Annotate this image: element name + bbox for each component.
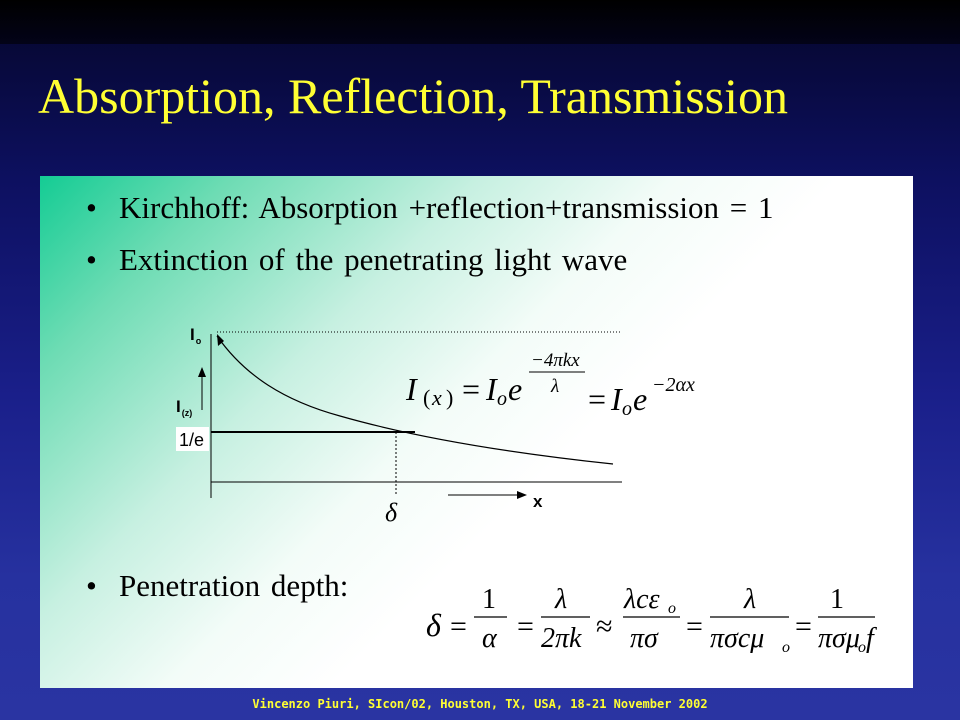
- svg-text:1: 1: [482, 584, 496, 615]
- svg-text:πσμ: πσμ: [818, 623, 860, 654]
- i0-label: Io: [190, 325, 202, 346]
- penetration-depth-formula: δ = 1 α = λ 2πk ≈ λcε o πσ = λ πσcμ o = …: [426, 584, 877, 656]
- slide-title: Absorption, Reflection, Transmission: [38, 68, 789, 124]
- svg-text:o: o: [668, 600, 676, 617]
- slide-footer: Vincenzo Piuri, SIcon/02, Houston, TX, U…: [252, 697, 708, 711]
- extinction-figure: Io I(z) 1/e x δ I ( x ) = I o e −4πkx λ …: [176, 325, 877, 656]
- svg-text:λ: λ: [743, 584, 756, 615]
- svg-text:δ: δ: [426, 607, 442, 643]
- svg-text:I: I: [405, 371, 418, 407]
- bullet-text: Kirchhoff: Absorption +reflection+transm…: [119, 190, 774, 225]
- svg-text:x: x: [431, 385, 442, 410]
- svg-text:=: =: [462, 371, 480, 407]
- one-over-e-label: 1/e: [179, 430, 204, 450]
- svg-text:e: e: [633, 381, 647, 417]
- svg-text:=: =: [795, 610, 812, 643]
- svg-text:e: e: [508, 371, 522, 407]
- svg-text:I: I: [485, 371, 498, 407]
- svg-text:πσcμ: πσcμ: [710, 623, 764, 654]
- content-panel: • Kirchhoff: Absorption +reflection+tran…: [40, 176, 913, 688]
- bullet-dot: •: [86, 190, 97, 225]
- svg-text:λ: λ: [554, 584, 567, 615]
- svg-text:−2αx: −2αx: [652, 374, 695, 396]
- svg-text:1: 1: [830, 584, 844, 615]
- extinction-formula: I ( x ) = I o e −4πkx λ = I o e −2αx: [405, 350, 695, 420]
- svg-text:I: I: [610, 381, 623, 417]
- iz-label: I(z): [176, 397, 192, 418]
- x-axis-label: x: [533, 492, 543, 511]
- svg-text:≈: ≈: [596, 610, 612, 643]
- delta-label: δ: [385, 498, 398, 527]
- svg-text:2πk: 2πk: [541, 623, 582, 654]
- svg-text:f: f: [866, 623, 877, 654]
- svg-text:α: α: [482, 623, 498, 654]
- svg-text:o: o: [858, 639, 866, 656]
- decay-curve: [216, 335, 614, 465]
- svg-text:=: =: [517, 610, 534, 643]
- svg-text:(: (: [423, 385, 430, 410]
- svg-text:=: =: [686, 610, 703, 643]
- svg-text:o: o: [497, 388, 507, 410]
- svg-text:o: o: [622, 398, 632, 420]
- bullet-dot: •: [86, 568, 97, 603]
- x-arrowhead: [517, 491, 527, 499]
- curve-arrowhead: [217, 334, 224, 346]
- top-bar: [0, 0, 960, 44]
- svg-text:): ): [446, 385, 453, 410]
- svg-text:o: o: [782, 639, 790, 656]
- bullet-dot: •: [86, 242, 97, 277]
- svg-text:πσ: πσ: [630, 623, 659, 654]
- svg-text:=: =: [450, 610, 467, 643]
- bullet-text: Penetration depth:: [119, 568, 349, 603]
- svg-text:−4πkx: −4πkx: [531, 350, 580, 371]
- iz-arrowhead: [198, 367, 206, 377]
- svg-text:λcε: λcε: [623, 584, 660, 615]
- svg-text:λ: λ: [550, 376, 559, 397]
- bullet-text: Extinction of the penetrating light wave: [119, 242, 628, 277]
- one-over-e-box: [176, 427, 209, 451]
- svg-text:=: =: [588, 381, 606, 417]
